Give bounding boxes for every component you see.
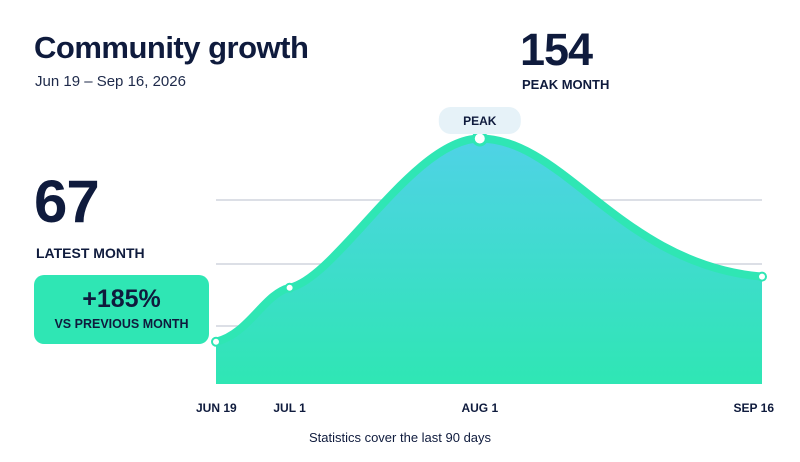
x-tick-label: AUG 1 [461,401,498,415]
change-label: VS PREVIOUS MONTH [54,317,189,331]
data-point [284,282,295,293]
page-title: Community growth [34,30,309,65]
date-range: Jun 19 – Sep 16, 2026 [35,73,186,90]
latest-label: LATEST MONTH [36,245,145,261]
x-tick-label: SEP 16 [734,401,775,415]
change-value: +185% [82,285,161,313]
footer-note: Statistics cover the last 90 days [308,430,492,445]
x-tick-label: JUN 19 [196,401,237,415]
series-line [212,134,766,346]
peak-badge-label: PEAK [463,114,497,128]
x-axis-ticks: JUN 19 JUL 1 AUG 1 SEP 16 [196,401,774,415]
series-area [216,138,762,384]
data-point [757,271,767,282]
latest-value: 67 [34,168,100,235]
peak-badge-background [438,107,521,134]
change-card: +185% VS PREVIOUS MONTH [34,275,209,344]
x-tick-label: JUL 1 [273,401,306,415]
peak-label: PEAK MONTH [522,77,610,92]
peak-value: 154 [520,24,593,75]
data-point [211,336,221,347]
peak-badge: PEAK [438,107,521,134]
